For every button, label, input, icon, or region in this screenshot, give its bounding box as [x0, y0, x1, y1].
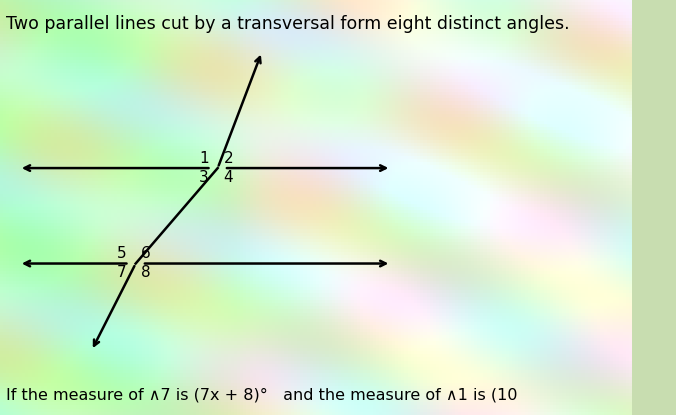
- Text: 1: 1: [199, 151, 209, 166]
- Text: Two parallel lines cut by a transversal form eight distinct angles.: Two parallel lines cut by a transversal …: [6, 15, 570, 32]
- Text: 3: 3: [199, 170, 209, 185]
- Text: 8: 8: [141, 265, 151, 280]
- Text: 6: 6: [141, 246, 151, 261]
- Text: 7: 7: [117, 265, 126, 280]
- Text: If the measure of ∧7 is (7x + 8)°   and the measure of ∧1 is (10: If the measure of ∧7 is (7x + 8)° and th…: [6, 388, 518, 403]
- Text: 2: 2: [223, 151, 233, 166]
- Text: 5: 5: [117, 246, 126, 261]
- Text: 4: 4: [223, 170, 233, 185]
